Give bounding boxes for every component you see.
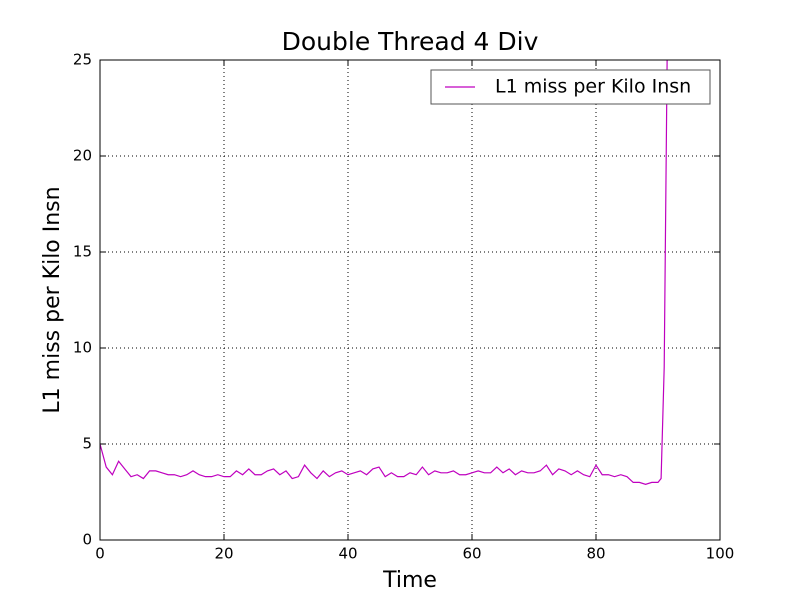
plot-frame <box>99 59 721 541</box>
y-tick-label: 25 <box>73 51 92 69</box>
x-tick-label: 0 <box>95 545 105 563</box>
legend-label: L1 miss per Kilo Insn <box>495 76 691 98</box>
chart-title: Double Thread 4 Div <box>282 27 539 56</box>
x-tick-label: 60 <box>462 545 481 563</box>
x-tick-label: 100 <box>706 545 735 563</box>
legend: L1 miss per Kilo Insn <box>430 69 711 105</box>
y-tick-label: 10 <box>73 339 92 357</box>
y-tick-label: 20 <box>73 147 92 165</box>
x-tick-label: 40 <box>338 545 357 563</box>
x-tick-label: 20 <box>214 545 233 563</box>
data-line <box>100 60 668 485</box>
y-tick-label: 0 <box>82 531 92 549</box>
y-tick-label: 15 <box>73 243 92 261</box>
legend-box <box>430 69 711 105</box>
y-axis-label: L1 miss per Kilo Insn <box>40 186 65 413</box>
x-tick-label: 80 <box>586 545 605 563</box>
x-axis-label: Time <box>382 568 437 593</box>
y-tick-label: 5 <box>82 435 92 453</box>
